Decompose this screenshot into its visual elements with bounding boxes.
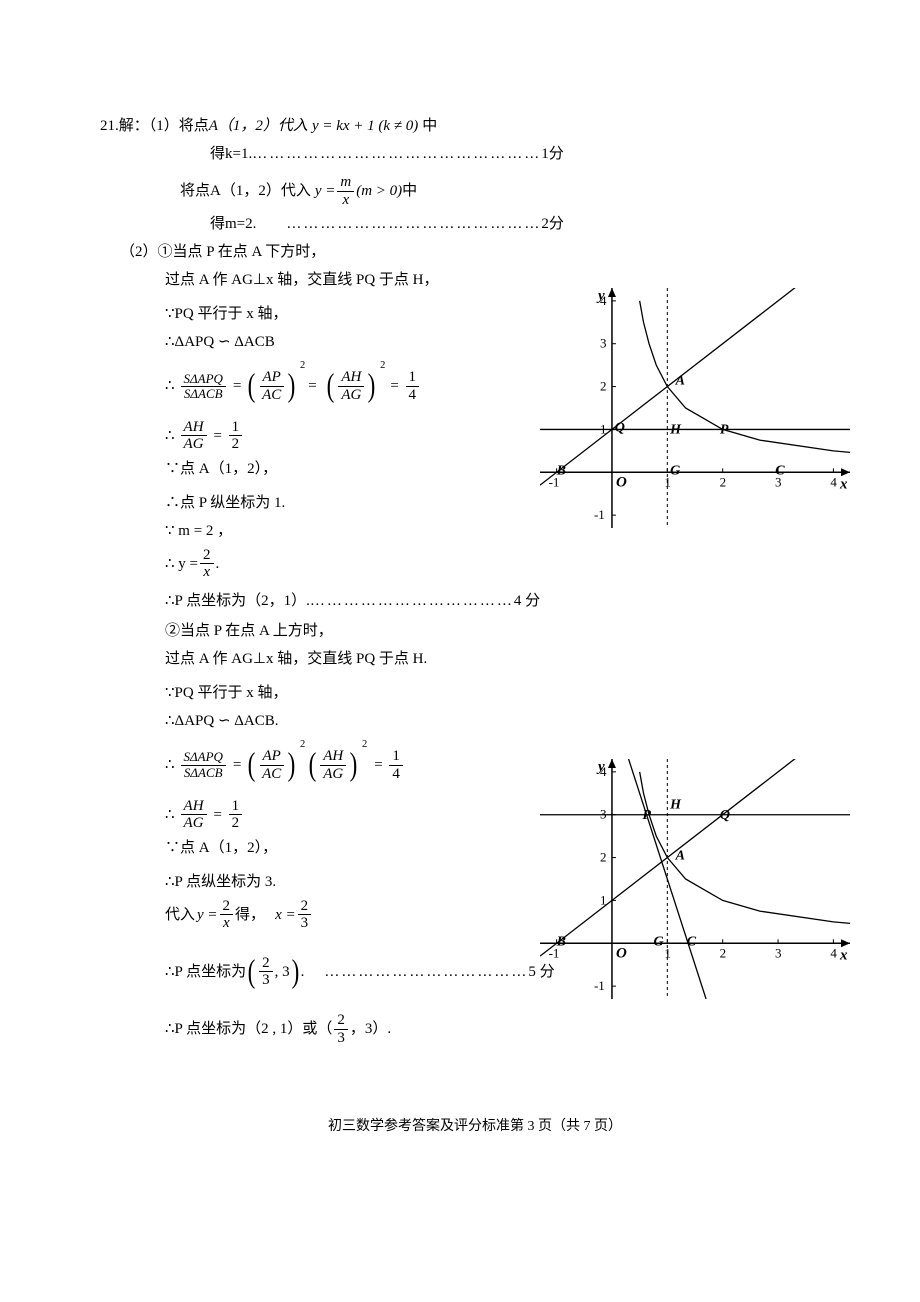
text: ∴ΔAPQ ∽ ΔACB: [165, 330, 275, 354]
svg-text:y: y: [596, 288, 605, 304]
svg-text:P: P: [720, 423, 729, 438]
svg-text:2: 2: [720, 474, 727, 489]
therefore: ∴: [165, 374, 175, 398]
points: 2分: [541, 212, 564, 236]
dots: ………………………………………: [286, 212, 541, 236]
svg-text:G: G: [670, 463, 680, 478]
text: 中: [422, 114, 437, 138]
svg-text:-1: -1: [594, 978, 605, 993]
svg-text:P: P: [642, 808, 651, 823]
paren-ahag: AHAG: [325, 360, 377, 413]
svg-text:3: 3: [775, 945, 782, 960]
line-m-eq: 将点A（1，2）代入 y = m x (m > 0) 中: [180, 174, 850, 208]
svg-text:B: B: [556, 934, 566, 949]
svg-text:Q: Q: [615, 421, 625, 436]
figure-2: -11234-11234xyOAHPQGBC: [540, 759, 850, 1007]
svg-text:O: O: [616, 474, 627, 490]
paren-coord: 23 , 3: [246, 946, 301, 999]
page-footer: 初三数学参考答案及评分标准第 3 页（共 7 页）: [100, 1116, 850, 1138]
svg-text:H: H: [669, 797, 682, 812]
part2-head: （2）①当点 P 在点 A 下方时，: [120, 240, 850, 264]
svg-text:C: C: [775, 463, 785, 478]
svg-text:4: 4: [830, 474, 837, 489]
svg-text:x: x: [839, 947, 848, 963]
svg-text:Q: Q: [720, 808, 730, 823]
y-eq: y =: [315, 179, 336, 203]
cond: (m > 0): [356, 179, 402, 203]
line-1: 21. 解：（1）将点 A（1，2）代入 y = kx + 1 (k ≠ 0) …: [100, 114, 850, 138]
svg-text:4: 4: [830, 945, 837, 960]
svg-text:O: O: [616, 945, 627, 961]
svg-text:A: A: [675, 849, 685, 864]
svg-text:y: y: [596, 759, 605, 775]
text: 中: [402, 179, 417, 203]
text: 将点A（1，2）代入: [180, 179, 311, 203]
frac-s: SΔAPQ SΔACB: [181, 372, 226, 402]
svg-text:-1: -1: [594, 507, 605, 522]
eq1: y = kx + 1 (k ≠ 0): [312, 114, 418, 138]
sim2: ∴ΔAPQ ∽ ΔACB.: [165, 709, 850, 733]
text: （2）①当点 P 在点 A 下方时，: [120, 240, 325, 264]
text: 得m=2.: [210, 212, 256, 236]
svg-text:2: 2: [600, 379, 607, 394]
svg-text:2: 2: [720, 945, 727, 960]
svg-text:x: x: [839, 476, 848, 492]
svg-text:H: H: [669, 423, 682, 438]
text: ∵PQ 平行于 x 轴，: [165, 302, 287, 326]
svg-text:G: G: [653, 934, 663, 949]
paren-apac: APAC: [246, 360, 297, 413]
dots: ……………………………………………: [252, 142, 541, 166]
svg-text:3: 3: [600, 336, 607, 351]
pointA: A（1，2）代入: [209, 114, 308, 138]
figure-1: -11234-11234xyOAQHPGBC: [540, 288, 850, 536]
svg-text:C: C: [687, 934, 697, 949]
text: 得k=1.: [210, 142, 252, 166]
case2b: 过点 A 作 AG⊥x 轴，交直线 PQ 于点 H.: [165, 647, 850, 671]
text: 过点 A 作 AG⊥x 轴，交直线 PQ 于点 H，: [165, 268, 439, 292]
p21: ∴P 点坐标为（2，1）. ……………………………… 4 分: [165, 589, 850, 613]
text: 解：（1）将点: [119, 114, 209, 138]
pq2: ∵PQ 平行于 x 轴，: [165, 681, 850, 705]
svg-text:2: 2: [600, 850, 607, 865]
case2: ②当点 P 在点 A 上方时，: [165, 619, 850, 643]
points: 1分: [541, 142, 564, 166]
final: ∴P 点坐标为（2 , 1）或（ 23 ，3）.: [165, 1012, 850, 1046]
y2x: ∴ y = 2x .: [165, 547, 850, 581]
line-m: 得m=2. ……………………………………… 2分: [210, 212, 850, 236]
q-number: 21.: [100, 114, 119, 138]
svg-text:B: B: [556, 463, 566, 478]
problem-21: 21. 解：（1）将点 A（1，2）代入 y = kx + 1 (k ≠ 0) …: [100, 114, 850, 1046]
frac-14: 1 4: [406, 369, 420, 403]
svg-text:A: A: [675, 373, 685, 388]
frac-mx: m x: [337, 174, 354, 208]
line-k: 得k=1. …………………………………………… 1分: [210, 142, 850, 166]
